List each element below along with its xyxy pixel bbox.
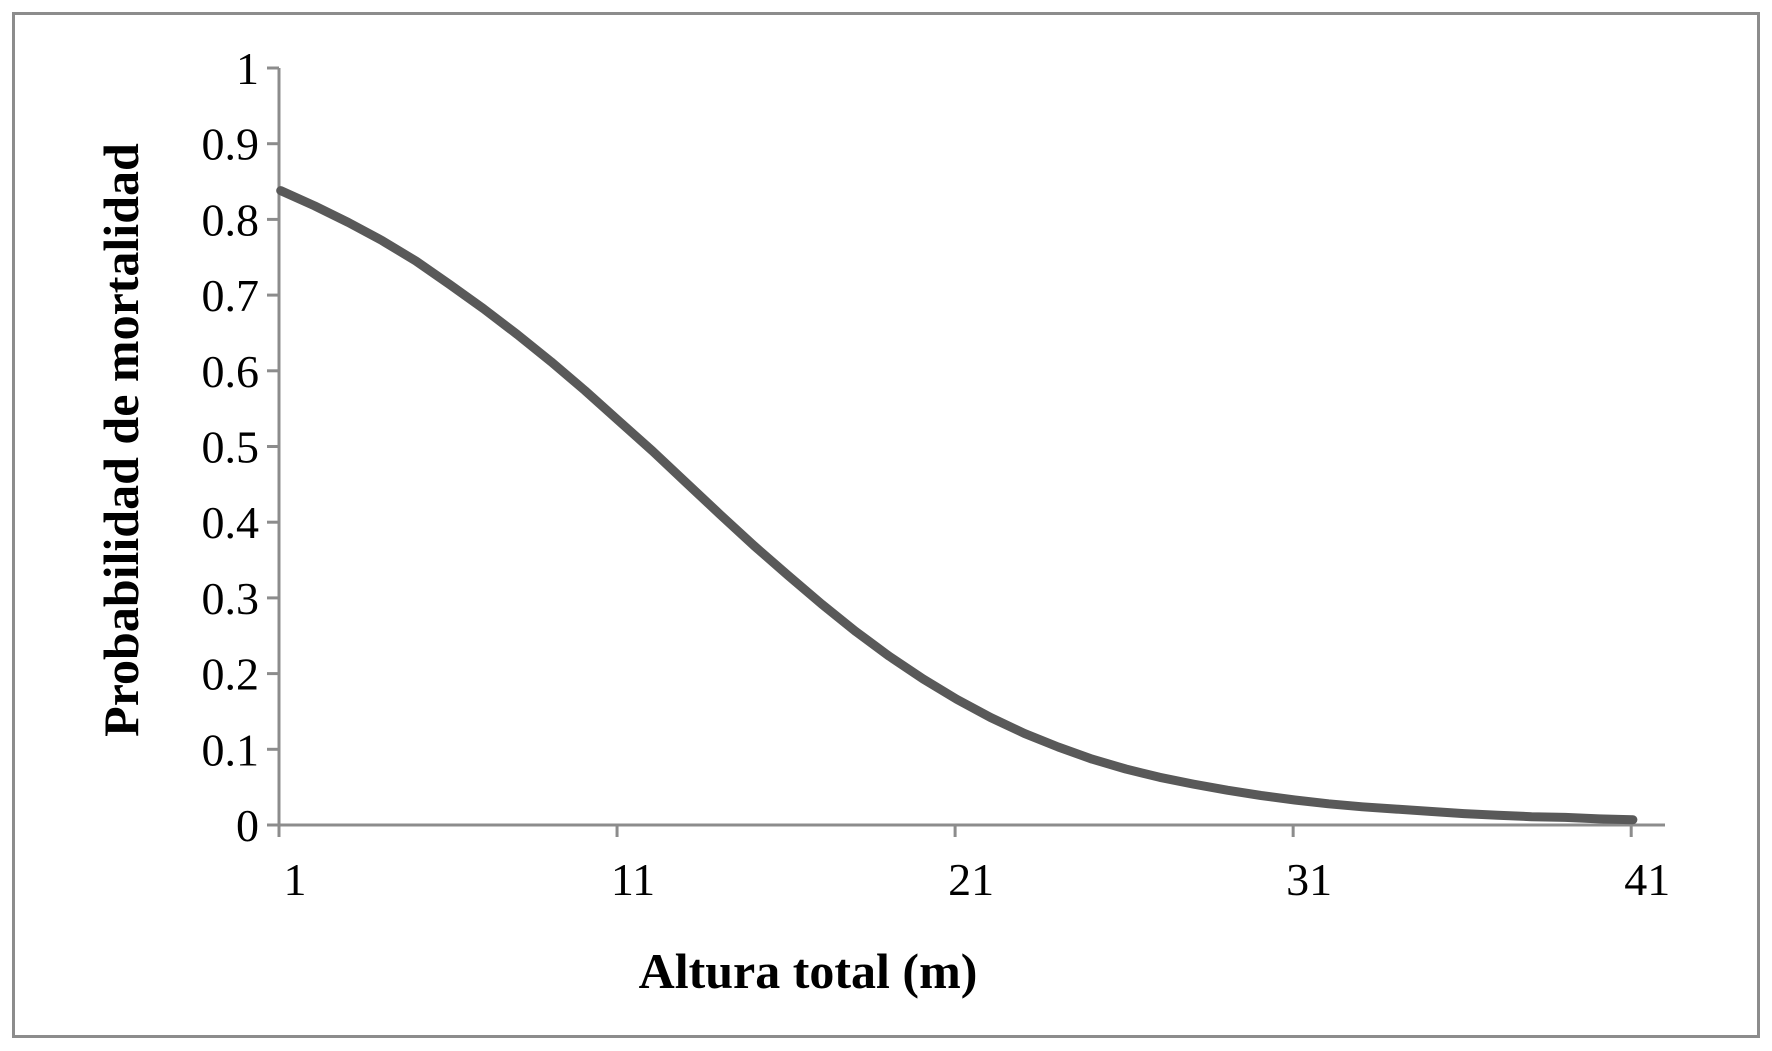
y-tick-label: 0.4 xyxy=(202,497,260,548)
y-axis-title: Probabilidad de mortalidad xyxy=(93,143,149,737)
y-tick-label: 0.1 xyxy=(202,724,260,775)
x-tick-label: 11 xyxy=(611,854,655,905)
y-tick-label: 0.3 xyxy=(202,573,260,624)
y-tick-label: 0 xyxy=(236,800,259,851)
y-tick-label: 1 xyxy=(236,43,259,94)
x-tick-label: 31 xyxy=(1286,854,1332,905)
y-tick-label: 0.9 xyxy=(202,119,260,170)
y-tick-label: 0.6 xyxy=(202,346,260,397)
y-tick-label: 0.2 xyxy=(202,649,260,700)
x-tick-label: 1 xyxy=(284,854,307,905)
x-tick-label: 21 xyxy=(948,854,994,905)
chart-frame xyxy=(12,12,1760,1038)
x-axis-title: Altura total (m) xyxy=(639,943,978,999)
tick-labels: 00.10.20.30.40.50.60.70.80.911 11 21 31 41 xyxy=(202,43,1671,905)
ticks xyxy=(267,66,1633,837)
series-line xyxy=(276,186,1638,825)
x-tick-label: 41 xyxy=(1624,854,1670,905)
y-tick-label: 0.7 xyxy=(202,270,260,321)
y-tick-label: 0.5 xyxy=(202,422,260,473)
y-tick-label: 0.8 xyxy=(202,194,260,245)
